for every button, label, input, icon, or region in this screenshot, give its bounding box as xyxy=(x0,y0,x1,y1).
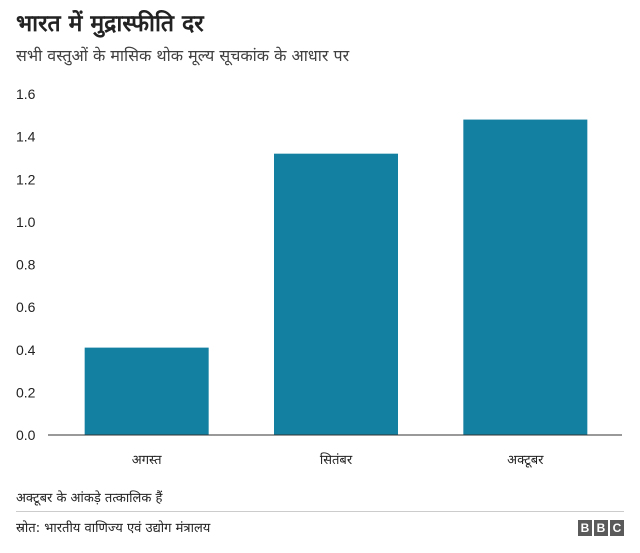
y-tick-label: 1.2 xyxy=(16,171,36,187)
y-tick-label: 0.6 xyxy=(16,299,36,315)
y-tick-label: 1.4 xyxy=(16,129,36,145)
x-category-label: अक्टूबर xyxy=(507,453,544,468)
bbc-logo-letter: B xyxy=(578,520,592,536)
bar-1 xyxy=(84,347,209,435)
bar-chart: 0.0 0.2 0.4 0.6 0.8 1.0 1.2 1.4 1.6 अगस्त सितंबर अक… xyxy=(16,86,622,468)
y-tick-label: 0.8 xyxy=(16,257,36,273)
bbc-logo: B B C xyxy=(578,520,624,536)
footnote: अक्टूबर के आंकड़े तत्कालिक हैं xyxy=(16,491,163,506)
y-tick-label: 0.2 xyxy=(16,384,36,400)
footer-divider xyxy=(16,511,624,512)
x-category-label: सितंबर xyxy=(320,452,353,468)
y-tick-label: 0.4 xyxy=(16,342,36,358)
bbc-logo-letter: C xyxy=(610,520,624,536)
bar-3 xyxy=(463,119,588,435)
y-tick-label: 1.0 xyxy=(16,214,36,230)
y-tick-label: 1.6 xyxy=(16,86,36,102)
bar-2 xyxy=(274,153,398,436)
y-tick-label: 0.0 xyxy=(16,427,36,443)
chart-title: भारत में मुद्रास्फीति दर xyxy=(16,11,204,37)
bbc-logo-letter: B xyxy=(594,520,608,536)
chart-subtitle: सभी वस्तुओं के मासिक थोक मूल्य सूचकांक क… xyxy=(16,46,350,65)
x-category-label: अगस्त xyxy=(132,453,162,468)
source-text: स्रोत: भारतीय वाणिज्य एवं उद्योग मंत्राल… xyxy=(16,521,211,536)
